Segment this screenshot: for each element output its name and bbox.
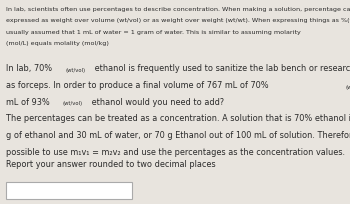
Text: expressed as weight over volume (wt/vol) or as weight over weight (wt/wt). When : expressed as weight over volume (wt/vol)… [6, 18, 350, 23]
Text: In lab, scientists often use percentages to describe concentration. When making : In lab, scientists often use percentages… [6, 7, 350, 12]
Text: ethanol is frequently used to sanitize the lab bench or research tools such: ethanol is frequently used to sanitize t… [92, 64, 350, 73]
Text: (wt/vol): (wt/vol) [66, 68, 86, 73]
Text: as forceps. In order to produce a final volume of 767 mL of 70%: as forceps. In order to produce a final … [6, 81, 269, 90]
Text: (wt/vol): (wt/vol) [345, 85, 350, 90]
Text: In lab, 70%: In lab, 70% [6, 64, 52, 73]
Text: ethanol would you need to add?: ethanol would you need to add? [89, 98, 224, 107]
Text: mL of 93%: mL of 93% [6, 98, 50, 107]
Text: g of ethanol and 30 mL of water, or 70 g Ethanol out of 100 mL of solution. Ther: g of ethanol and 30 mL of water, or 70 g… [6, 131, 350, 140]
Text: usually assumed that 1 mL of water = 1 gram of water. This is similar to assumin: usually assumed that 1 mL of water = 1 g… [6, 30, 301, 35]
Text: (mol/L) equals molality (mol/kg): (mol/L) equals molality (mol/kg) [6, 41, 109, 46]
Text: (wt/vol): (wt/vol) [63, 101, 83, 106]
FancyBboxPatch shape [6, 182, 132, 199]
Text: possible to use m₁v₁ = m₂v₂ and use the percentages as the concentration values.: possible to use m₁v₁ = m₂v₂ and use the … [6, 148, 345, 157]
Text: The percentages can be treated as a concentration. A solution that is 70% ethano: The percentages can be treated as a conc… [6, 114, 350, 123]
Text: Report your answer rounded to two decimal places: Report your answer rounded to two decima… [6, 160, 216, 169]
